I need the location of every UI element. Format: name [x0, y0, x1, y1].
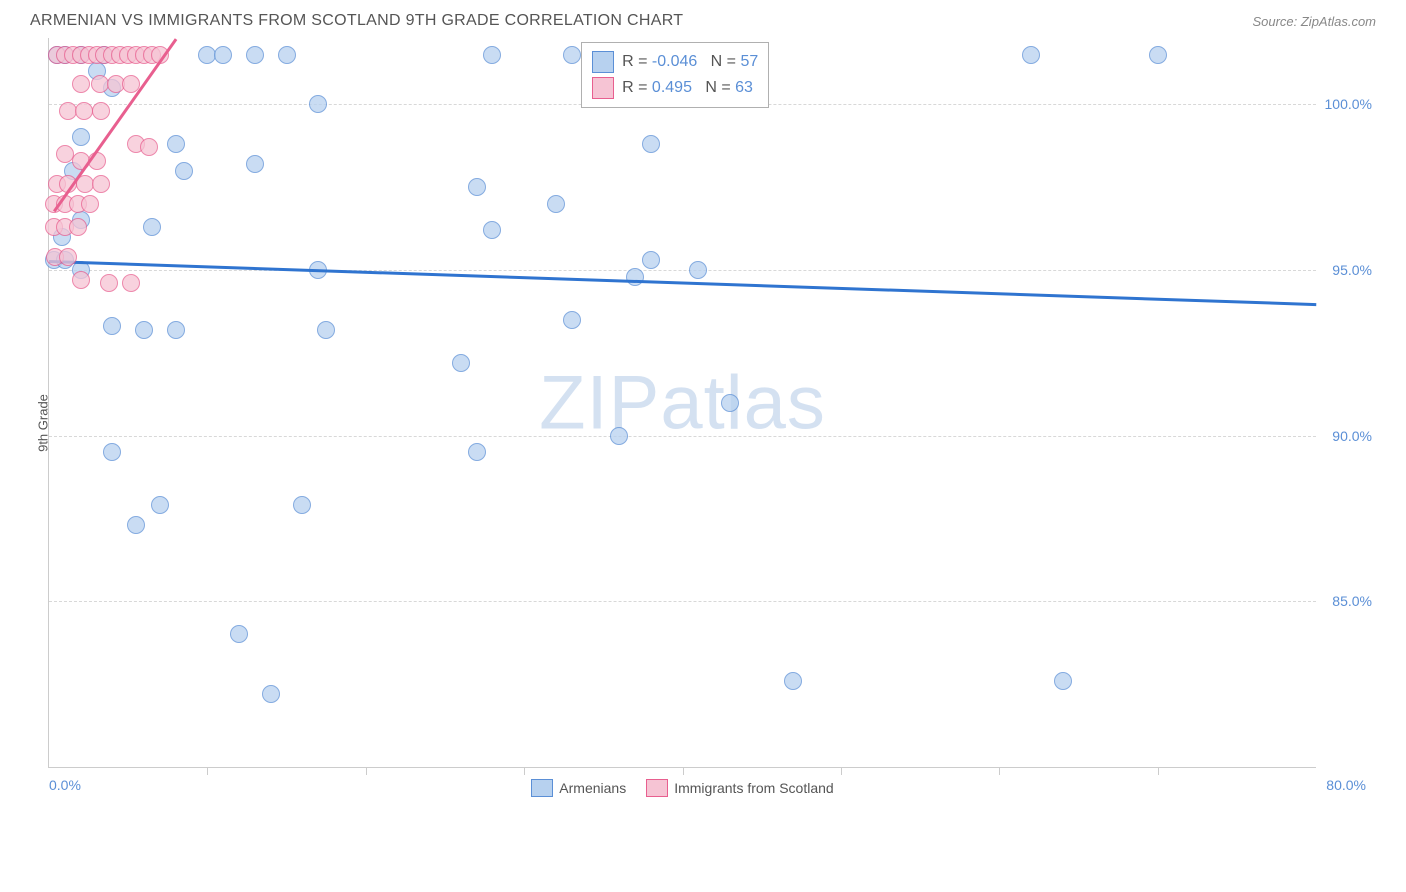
data-point-armenians [293, 496, 311, 514]
data-point-armenians [547, 195, 565, 213]
chart-title: ARMENIAN VS IMMIGRANTS FROM SCOTLAND 9TH… [30, 12, 683, 30]
data-point-scotland [92, 102, 110, 120]
data-point-armenians [563, 311, 581, 329]
data-point-armenians [175, 162, 193, 180]
data-point-armenians [721, 394, 739, 412]
data-point-armenians [317, 321, 335, 339]
stats-swatch [592, 77, 614, 99]
swatch-scotland [646, 779, 668, 797]
y-tick-label: 90.0% [1332, 428, 1372, 444]
x-tick [207, 767, 208, 775]
data-point-scotland [59, 248, 77, 266]
data-point-armenians [563, 46, 581, 64]
data-point-armenians [246, 155, 264, 173]
stats-row: R = -0.046 N = 57 [592, 49, 758, 75]
y-tick-label: 95.0% [1332, 262, 1372, 278]
data-point-armenians [278, 46, 296, 64]
trend-line-armenians [49, 260, 1316, 306]
data-point-armenians [167, 321, 185, 339]
data-point-armenians [452, 354, 470, 372]
data-point-armenians [214, 46, 232, 64]
data-point-armenians [230, 625, 248, 643]
x-tick [999, 767, 1000, 775]
x-tick [683, 767, 684, 775]
legend-label-armenians: Armenians [559, 780, 626, 796]
data-point-armenians [689, 261, 707, 279]
data-point-armenians [483, 221, 501, 239]
y-tick-label: 85.0% [1332, 593, 1372, 609]
watermark-zip: ZIP [539, 360, 660, 445]
data-point-armenians [135, 321, 153, 339]
data-point-armenians [468, 443, 486, 461]
legend-item-scotland: Immigrants from Scotland [646, 779, 834, 797]
watermark: ZIPatlas [539, 359, 826, 446]
gridline [49, 601, 1316, 602]
x-tick [366, 767, 367, 775]
stats-swatch [592, 51, 614, 73]
data-point-armenians [1022, 46, 1040, 64]
source-label: Source: ZipAtlas.com [1252, 14, 1376, 29]
data-point-armenians [127, 516, 145, 534]
data-point-scotland [75, 102, 93, 120]
plot-area: ZIPatlas 0.0% 80.0% Armenians Immigrants… [48, 38, 1316, 768]
data-point-armenians [143, 218, 161, 236]
data-point-armenians [626, 268, 644, 286]
stats-text: R = 0.495 N = 63 [622, 79, 753, 97]
data-point-armenians [1149, 46, 1167, 64]
data-point-scotland [81, 195, 99, 213]
data-point-scotland [92, 175, 110, 193]
data-point-armenians [246, 46, 264, 64]
data-point-armenians [468, 178, 486, 196]
stats-row: R = 0.495 N = 63 [592, 75, 758, 101]
data-point-armenians [72, 128, 90, 146]
data-point-armenians [309, 95, 327, 113]
swatch-armenians [531, 779, 553, 797]
legend-label-scotland: Immigrants from Scotland [674, 780, 834, 796]
trend-line-scotland [53, 39, 177, 213]
data-point-armenians [784, 672, 802, 690]
data-point-armenians [103, 317, 121, 335]
stats-text: R = -0.046 N = 57 [622, 53, 758, 71]
data-point-scotland [140, 138, 158, 156]
x-tick [1158, 767, 1159, 775]
data-point-armenians [103, 443, 121, 461]
data-point-armenians [262, 685, 280, 703]
legend-bottom: Armenians Immigrants from Scotland [49, 779, 1316, 797]
gridline [49, 436, 1316, 437]
data-point-armenians [1054, 672, 1072, 690]
x-tick [524, 767, 525, 775]
x-tick-max: 80.0% [1326, 777, 1366, 793]
data-point-armenians [642, 251, 660, 269]
data-point-scotland [69, 218, 87, 236]
data-point-scotland [122, 274, 140, 292]
x-tick [841, 767, 842, 775]
y-tick-label: 100.0% [1325, 96, 1372, 112]
data-point-armenians [167, 135, 185, 153]
data-point-scotland [100, 274, 118, 292]
legend-item-armenians: Armenians [531, 779, 626, 797]
stats-legend: R = -0.046 N = 57 R = 0.495 N = 63 [581, 42, 769, 108]
plot-container: 9th Grade ZIPatlas 0.0% 80.0% Armenians … [48, 38, 1376, 808]
data-point-armenians [610, 427, 628, 445]
gridline [49, 270, 1316, 271]
data-point-armenians [483, 46, 501, 64]
data-point-scotland [72, 75, 90, 93]
data-point-armenians [151, 496, 169, 514]
data-point-armenians [642, 135, 660, 153]
watermark-atlas: atlas [660, 360, 826, 445]
data-point-scotland [72, 271, 90, 289]
